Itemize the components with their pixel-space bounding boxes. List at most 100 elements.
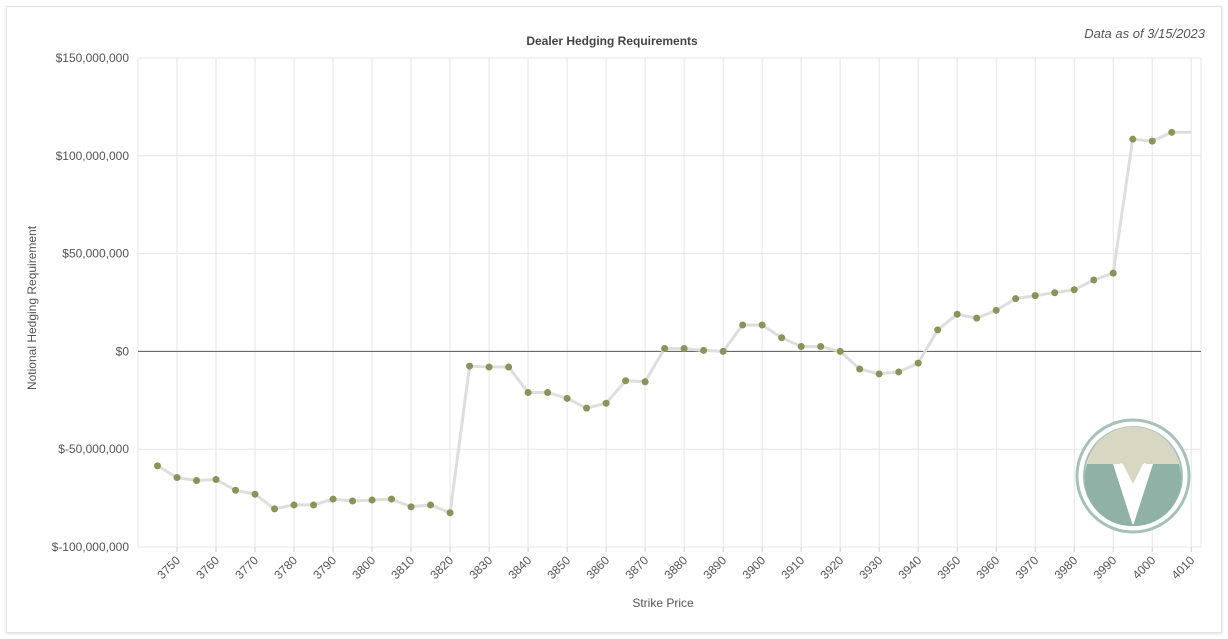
x-tick-label: 3840 <box>505 553 534 582</box>
logo-top-shape <box>1087 426 1179 484</box>
data-point <box>271 505 279 513</box>
chart-frame: $150,000,000 $100,000,000 $50,000,000 $0 $-5… <box>6 6 1222 633</box>
data-point <box>505 363 513 371</box>
data-point <box>934 326 942 334</box>
data-point <box>212 476 220 484</box>
data-point <box>1148 137 1156 145</box>
x-tick-label: 4000 <box>1130 553 1159 582</box>
data-point <box>1109 269 1117 277</box>
data-point <box>290 501 298 509</box>
data-point <box>992 306 1000 314</box>
x-tick-label: 3970 <box>1013 553 1042 582</box>
x-tick-label: 3850 <box>544 553 573 582</box>
data-point <box>154 462 162 470</box>
x-tick-label: 3780 <box>271 553 300 582</box>
data-point <box>407 503 415 511</box>
x-tick-label: 3830 <box>466 553 495 582</box>
data-as-of-label: Data as of 3/15/2023 <box>1084 26 1205 41</box>
data-point <box>914 359 922 367</box>
x-tick-label: 3930 <box>857 553 886 582</box>
data-point <box>895 368 903 376</box>
data-point <box>349 497 357 505</box>
x-tick-label: 4010 <box>1169 553 1198 582</box>
x-axis: 3750 3760 3770 3780 3790 3800 3810 3820 3830 3840… <box>154 547 1198 582</box>
data-point <box>193 476 201 484</box>
data-point <box>1168 128 1176 136</box>
x-tick-label: 3800 <box>349 553 378 582</box>
data-point <box>680 344 688 352</box>
data-point <box>427 501 435 509</box>
x-tick-label: 3890 <box>700 553 729 582</box>
data-point <box>1031 292 1039 300</box>
logo-v-mark <box>1116 463 1150 516</box>
logo-right-shape <box>1133 464 1182 527</box>
data-point <box>1090 276 1098 284</box>
data-point <box>251 490 259 498</box>
series-line <box>156 130 1192 515</box>
data-point <box>973 314 981 322</box>
data-point <box>563 394 571 402</box>
logo-watermark <box>1075 418 1191 534</box>
grid-layer <box>137 57 1202 548</box>
data-point <box>797 343 805 351</box>
x-tick-label: 3900 <box>739 553 768 582</box>
y-tick-label: $100,000,000 <box>56 149 130 163</box>
series-layer <box>138 128 1201 517</box>
x-tick-label: 3950 <box>935 553 964 582</box>
data-point <box>466 362 474 370</box>
x-tick-label: 3920 <box>818 553 847 582</box>
y-tick-label: $150,000,000 <box>56 51 130 65</box>
y-axis: $150,000,000 $100,000,000 $50,000,000 $0 $-5… <box>52 51 130 554</box>
y-tick-label: $50,000,000 <box>62 247 129 261</box>
data-point <box>1051 289 1059 297</box>
data-point <box>524 388 532 396</box>
x-tick-label: 3770 <box>232 553 261 582</box>
x-tick-label: 3760 <box>193 553 222 582</box>
data-point <box>817 343 825 351</box>
data-point <box>329 495 337 503</box>
data-point <box>544 388 552 396</box>
data-point <box>661 344 669 352</box>
data-point <box>1070 286 1078 294</box>
y-tick-label: $-50,000,000 <box>58 442 129 456</box>
x-tick-label: 3870 <box>622 553 651 582</box>
chart-title: Dealer Hedging Requirements <box>526 34 698 48</box>
data-point <box>485 363 493 371</box>
x-tick-label: 3980 <box>1052 553 1081 582</box>
x-tick-label: 3750 <box>154 553 183 582</box>
data-point <box>583 404 591 412</box>
data-point <box>719 347 727 355</box>
x-tick-label: 3810 <box>388 553 417 582</box>
data-point <box>1129 135 1137 143</box>
y-axis-title: Notional Hedging Requirement <box>25 225 39 390</box>
x-tick-label: 3880 <box>661 553 690 582</box>
data-point <box>368 496 376 504</box>
x-tick-label: 3960 <box>974 553 1003 582</box>
logo-left-shape <box>1084 464 1133 527</box>
x-tick-label: 3860 <box>583 553 612 582</box>
x-tick-label: 3940 <box>896 553 925 582</box>
data-point <box>602 399 610 407</box>
chart-canvas: $150,000,000 $100,000,000 $50,000,000 $0 $-5… <box>25 26 1206 610</box>
data-point <box>778 334 786 342</box>
data-point <box>875 370 883 378</box>
data-point <box>446 509 454 517</box>
x-tick-label: 3990 <box>1091 553 1120 582</box>
data-point <box>856 365 864 373</box>
data-point <box>953 310 961 318</box>
data-point <box>836 347 844 355</box>
data-point <box>1012 295 1020 303</box>
data-point <box>758 321 766 329</box>
x-axis-title: Strike Price <box>632 596 694 610</box>
data-point <box>641 378 649 386</box>
data-point <box>739 321 747 329</box>
y-tick-label: $-100,000,000 <box>52 540 130 554</box>
x-tick-label: 3790 <box>310 553 339 582</box>
data-point <box>388 495 396 503</box>
data-point <box>700 346 708 354</box>
data-point <box>232 486 240 494</box>
x-tick-label: 3910 <box>778 553 807 582</box>
data-point <box>622 377 630 385</box>
y-tick-label: $0 <box>116 344 130 358</box>
x-tick-label: 3820 <box>427 553 456 582</box>
